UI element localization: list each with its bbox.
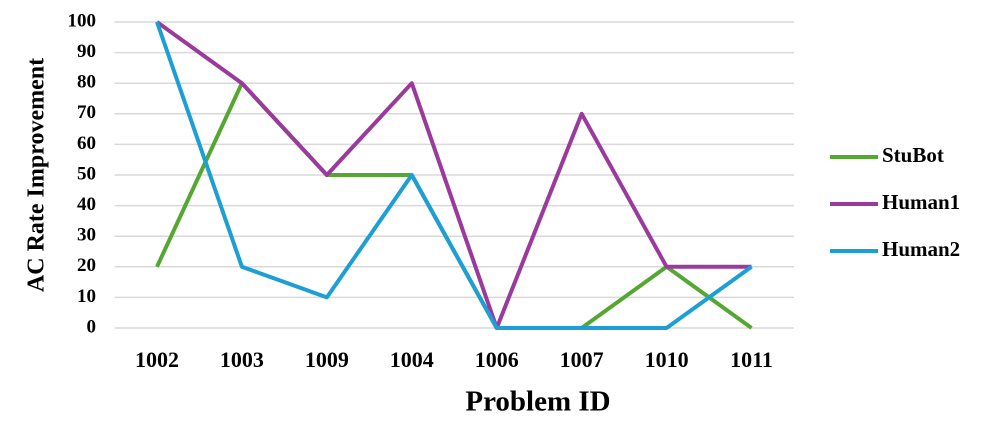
x-tick-label: 1002: [135, 347, 179, 372]
x-tick-label: 1006: [475, 347, 519, 372]
y-tick-label: 50: [77, 163, 96, 184]
x-tick-label: 1007: [560, 347, 604, 372]
y-tick-label: 70: [77, 102, 96, 123]
y-tick-label: 20: [77, 255, 96, 276]
x-tick-label: 1003: [220, 347, 264, 372]
y-tick-label: 0: [87, 316, 97, 337]
x-tick-label: 1011: [730, 347, 773, 372]
series-line: [155, 20, 752, 330]
y-tick-label: 10: [77, 286, 96, 307]
x-tick-label: 1010: [645, 347, 689, 372]
y-tick-label: 30: [77, 225, 96, 246]
legend-label: Human1: [882, 190, 960, 214]
y-tick-label: 40: [77, 194, 96, 215]
x-tick-label: 1004: [390, 347, 434, 372]
x-axis-title: Problem ID: [465, 386, 610, 418]
series-line: [155, 21, 753, 330]
legend-label: Human2: [882, 237, 960, 261]
y-tick-label: 100: [68, 10, 97, 31]
y-tick-label: 90: [77, 41, 96, 62]
y-axis-title: AC Rate Improvement: [24, 58, 50, 292]
x-tick-label: 1009: [305, 347, 349, 372]
legend-label: StuBot: [882, 143, 944, 167]
y-tick-label: 60: [77, 133, 96, 154]
y-tick-label: 80: [77, 72, 96, 93]
